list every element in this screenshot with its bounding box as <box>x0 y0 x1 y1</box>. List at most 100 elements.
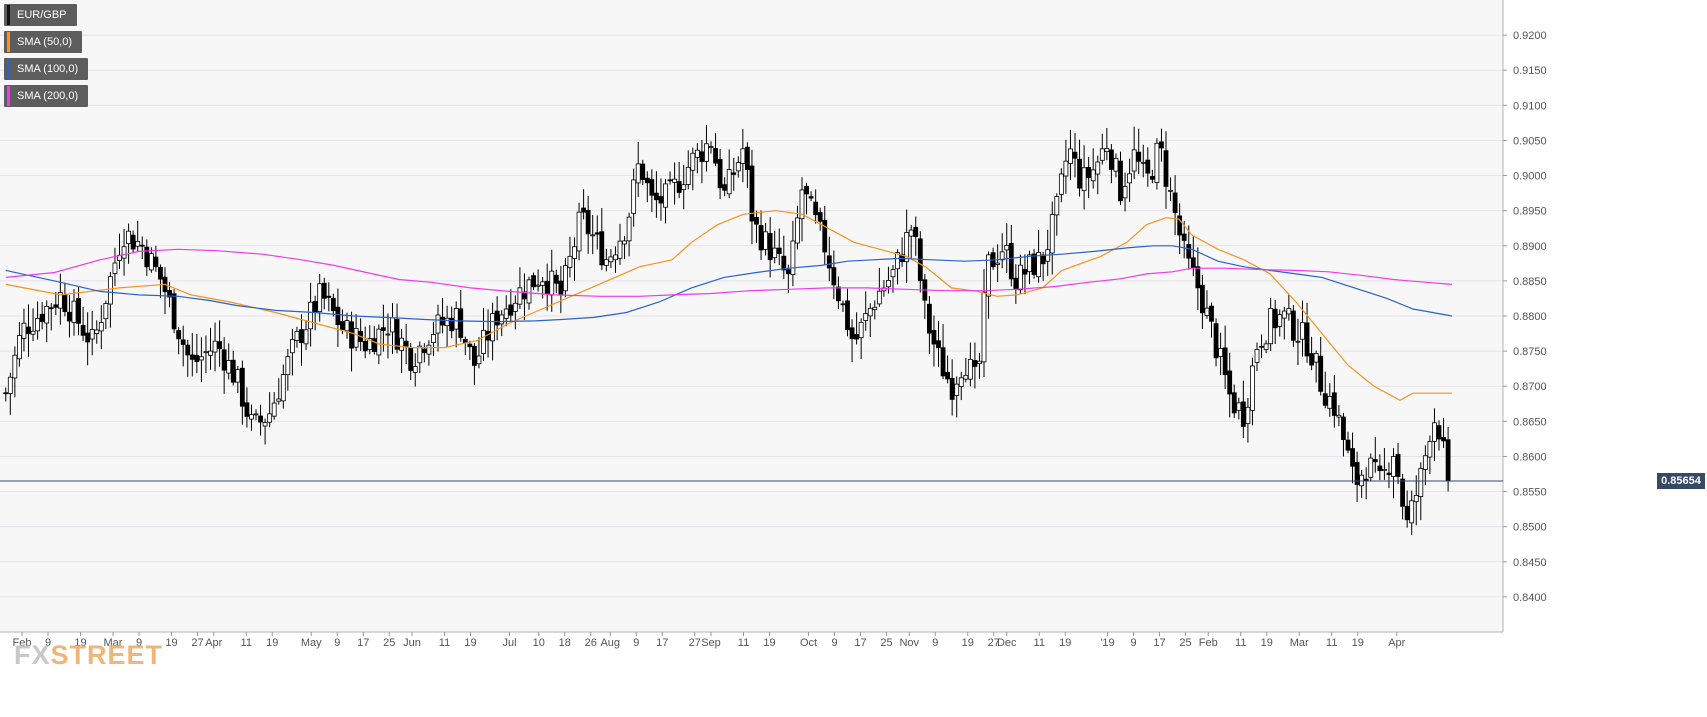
x-tick-label: May <box>301 637 322 649</box>
candle-body-down <box>471 345 477 366</box>
candle-body-down <box>1159 141 1164 149</box>
candle-body-down <box>1445 439 1451 482</box>
candle-body-up <box>1277 314 1283 327</box>
x-tick-label: 11 <box>241 637 252 649</box>
candle-body-down <box>1291 310 1296 341</box>
y-tick-label: 0.8750 <box>1513 346 1547 358</box>
candle-body-up <box>1250 365 1255 411</box>
legend-label-sma50: SMA (50,0) <box>17 36 73 48</box>
candle-body-up <box>103 303 109 320</box>
candle-body-down <box>1109 149 1114 170</box>
candle-body-up <box>1068 148 1073 164</box>
x-tick-label: 19 <box>1352 637 1364 649</box>
candle-body-down <box>1200 284 1205 314</box>
legend-item-sma50[interactable]: SMA (50,0) <box>4 31 83 53</box>
legend-swatch-eurgbp <box>7 5 10 25</box>
candle-body-down <box>731 172 737 175</box>
candle-body-up <box>535 284 541 287</box>
y-tick-label: 0.9150 <box>1513 65 1547 77</box>
candle-body-down <box>599 231 605 266</box>
candle-body-up <box>317 283 323 313</box>
x-tick-label: 27 <box>689 637 701 649</box>
candle-body-up <box>499 314 505 325</box>
candle-body-up <box>908 229 914 237</box>
x-tick-label: 17 <box>357 637 369 649</box>
candle-body-down <box>826 255 832 269</box>
candle-body-up <box>1281 310 1287 319</box>
candle-body-up <box>21 322 27 339</box>
candle-body-down <box>1163 150 1169 187</box>
candle-body-up <box>763 231 768 250</box>
candle-body-up <box>863 313 869 321</box>
candle-body-down <box>936 340 941 349</box>
candle-body-up <box>198 356 204 361</box>
candle-body-up <box>590 234 596 237</box>
candle-body-up <box>1286 308 1292 315</box>
candle-body-up <box>603 259 609 266</box>
candle-body-up <box>1382 468 1387 472</box>
x-tick-label: 25 <box>880 637 892 649</box>
y-tick-label: 0.9200 <box>1513 30 1547 42</box>
candle-body-down <box>813 201 819 216</box>
candle-body-up <box>526 279 532 304</box>
candle-body-up <box>444 317 450 327</box>
candle-body-up <box>385 333 391 336</box>
candle-body-up <box>1300 322 1305 340</box>
candle-body-down <box>667 179 673 182</box>
candle-body-up <box>30 330 36 335</box>
x-tick-label: Sep <box>701 637 721 649</box>
candle-body-down <box>522 291 527 300</box>
candle-body-down <box>153 256 159 268</box>
candle-body-up <box>967 358 973 380</box>
candle-body-down <box>531 275 536 288</box>
legend-swatch-sma100 <box>7 59 10 79</box>
candle-body-up <box>886 280 891 288</box>
x-tick-label: 9 <box>334 637 340 649</box>
candle-body-up <box>1036 252 1041 278</box>
candle-body-down <box>581 207 586 213</box>
candle-body-down <box>1354 461 1360 485</box>
candle-body-down <box>312 301 318 313</box>
candle-body-down <box>1149 176 1155 180</box>
candle-body-down <box>754 217 759 225</box>
candle-body-up <box>235 369 241 383</box>
candle-body-down <box>221 349 227 371</box>
candle-body-down <box>362 340 368 352</box>
candle-body-up <box>1090 169 1096 182</box>
legend-item-sma200[interactable]: SMA (200,0) <box>4 85 89 107</box>
x-tick-label: 26 <box>585 637 597 649</box>
candle-body-up <box>895 252 900 270</box>
candle-body-up <box>872 306 878 311</box>
candle-body-down <box>1172 192 1178 214</box>
x-tick-label: 27 <box>988 637 1000 649</box>
candle-body-up <box>735 162 741 172</box>
candle-body-down <box>1040 254 1046 265</box>
candle-body-up <box>212 340 218 353</box>
legend-item-eurgbp[interactable]: EUR/GBP <box>4 4 77 26</box>
candle-body-down <box>130 234 136 250</box>
candle-body-down <box>244 402 250 417</box>
legend-item-sma100[interactable]: SMA (100,0) <box>4 58 89 80</box>
candle-body-down <box>458 308 464 338</box>
candle-body-down <box>1209 305 1214 322</box>
y-tick-label: 0.8700 <box>1513 381 1547 393</box>
candle-body-down <box>421 348 427 354</box>
candle-body-up <box>280 374 286 402</box>
x-tick-label: Jun <box>403 637 421 649</box>
candle-body-up <box>126 230 131 244</box>
candle-body-up <box>799 189 805 220</box>
legend-swatch-sma200 <box>7 86 10 106</box>
candle-body-down <box>299 329 304 343</box>
candle-body-up <box>285 356 291 376</box>
candle-body-up <box>1127 173 1132 184</box>
candle-body-up <box>613 254 618 261</box>
x-tick-label: 19 <box>464 637 476 649</box>
candle-body-down <box>717 158 723 189</box>
candle-body-down <box>139 244 145 247</box>
candle-body-up <box>267 413 273 423</box>
candle-body-down <box>1259 345 1264 348</box>
candle-body-up <box>1054 196 1060 216</box>
time-axis-background <box>0 632 1503 712</box>
